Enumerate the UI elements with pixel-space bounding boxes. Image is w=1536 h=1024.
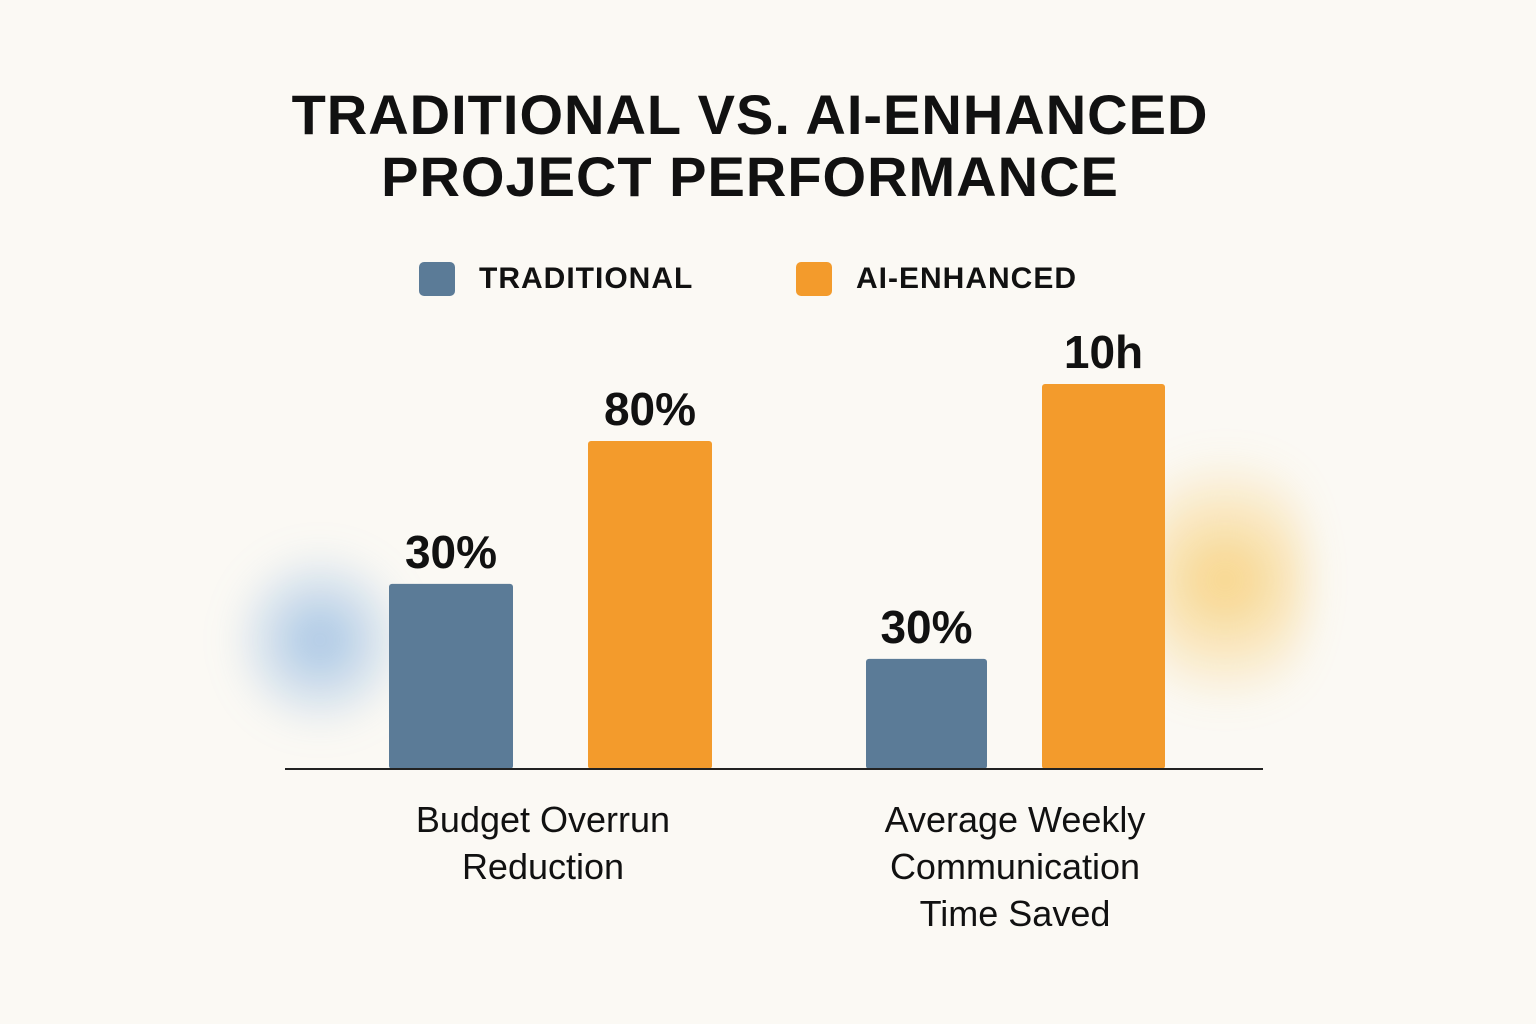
legend-label: AI-ENHANCED [856,262,1077,295]
chart-title-line: PROJECT PERFORMANCE [381,145,1119,208]
data-label: 80% [604,383,696,435]
category-label-line: Communication [889,846,1141,887]
category-label-line: Time Saved [919,893,1111,934]
watercolor-splash-blue [235,540,405,740]
category-label-budget: Budget Overrun Reduction [343,796,743,890]
bar-traditional-1 [389,583,513,769]
data-label: 30% [880,601,972,653]
chart-title-line: TRADITIONAL VS. AI-ENHANCED [291,83,1209,146]
legend-label: TRADITIONAL [479,262,694,295]
category-label-line: Average Weekly [884,799,1146,840]
legend-swatch-traditional [419,262,455,296]
category-label-line: Budget Overrun [415,799,671,840]
bar-traditional-2 [866,658,987,769]
data-label: 10h [1064,326,1143,378]
category-label-communication: Average Weekly Communication Time Saved [815,796,1215,937]
data-label: 30% [405,526,497,578]
watercolor-splash-orange [1140,420,1310,740]
legend-swatch-ai-enhanced [796,262,832,296]
legend-item-ai-enhanced: AI-ENHANCED [796,262,1077,296]
bar-ai-enhanced-2 [1042,384,1165,769]
bar-ai-enhanced-1 [588,441,712,769]
legend-item-traditional: TRADITIONAL [419,262,693,296]
category-label-line: Reduction [461,846,625,887]
chart-title: TRADITIONAL VS. AI-ENHANCED PROJECT PERF… [0,84,1500,208]
